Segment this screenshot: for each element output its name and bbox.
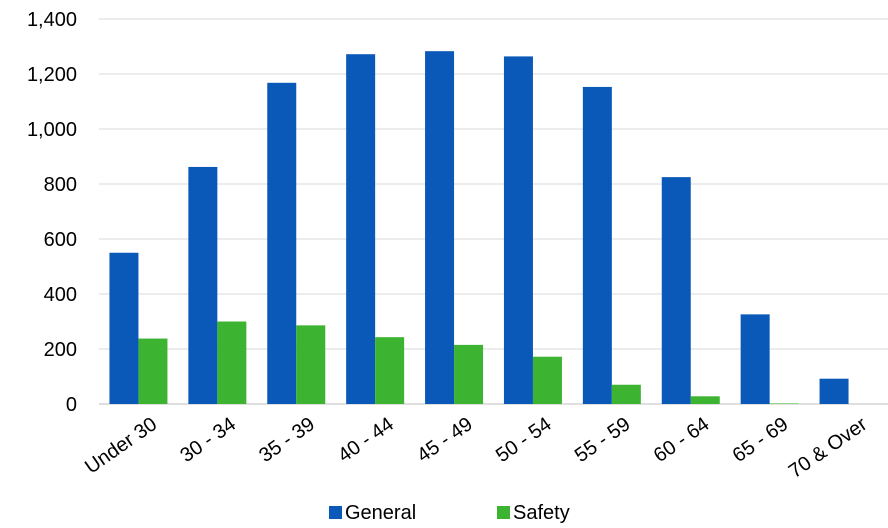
y-tick-label: 0 xyxy=(66,394,77,416)
bar-general-2 xyxy=(267,82,297,405)
y-axis-tick-labels: 0 200 400 600 800 1,000 1,200 1,400 xyxy=(27,9,77,416)
x-tick-label: 30 - 34 xyxy=(176,413,240,467)
bar-general-8 xyxy=(740,314,770,404)
y-tick-label: 400 xyxy=(44,284,77,306)
y-tick-label: 800 xyxy=(44,174,77,196)
x-tick-label: 40 - 44 xyxy=(334,413,398,467)
bar-general-7 xyxy=(661,177,691,404)
bar-safety-8 xyxy=(769,403,799,404)
legend-swatch-general xyxy=(329,506,342,519)
bar-safety-0 xyxy=(138,338,168,404)
bar-general-6 xyxy=(582,86,612,405)
bar-general-4 xyxy=(425,51,455,405)
bar-safety-2 xyxy=(296,325,326,404)
x-tick-label: Under 30 xyxy=(81,413,161,478)
legend: General Safety xyxy=(329,502,570,524)
bar-general-5 xyxy=(503,56,533,405)
bar-general-3 xyxy=(346,54,376,404)
x-tick-label: 50 - 54 xyxy=(492,413,556,467)
bar-general-1 xyxy=(188,166,218,404)
bars xyxy=(109,51,849,405)
bar-general-9 xyxy=(819,378,849,404)
bar-safety-4 xyxy=(454,344,484,404)
legend-label-safety: Safety xyxy=(513,502,570,524)
bar-safety-7 xyxy=(690,396,720,404)
y-tick-label: 1,200 xyxy=(27,64,77,86)
x-tick-label: 45 - 49 xyxy=(413,413,477,467)
x-tick-label: 65 - 69 xyxy=(729,413,793,467)
legend-label-general: General xyxy=(345,502,416,524)
x-tick-label: 35 - 39 xyxy=(255,413,319,467)
bar-safety-1 xyxy=(217,321,247,404)
bar-safety-3 xyxy=(375,337,405,404)
bar-general-0 xyxy=(109,252,139,404)
x-axis-tick-labels: Under 30 30 - 34 35 - 39 40 - 44 45 - 49 50 -… xyxy=(81,413,871,483)
y-tick-label: 1,000 xyxy=(27,119,77,141)
x-tick-label: 70 & Over xyxy=(785,413,872,483)
bar-safety-5 xyxy=(532,356,562,404)
x-tick-label: 55 - 59 xyxy=(571,413,635,467)
bar-safety-6 xyxy=(611,384,641,404)
y-tick-label: 1,400 xyxy=(27,9,77,31)
y-tick-label: 600 xyxy=(44,229,77,251)
y-tick-label: 200 xyxy=(44,339,77,361)
x-tick-label: 60 - 64 xyxy=(650,413,714,467)
legend-swatch-safety xyxy=(497,506,510,519)
